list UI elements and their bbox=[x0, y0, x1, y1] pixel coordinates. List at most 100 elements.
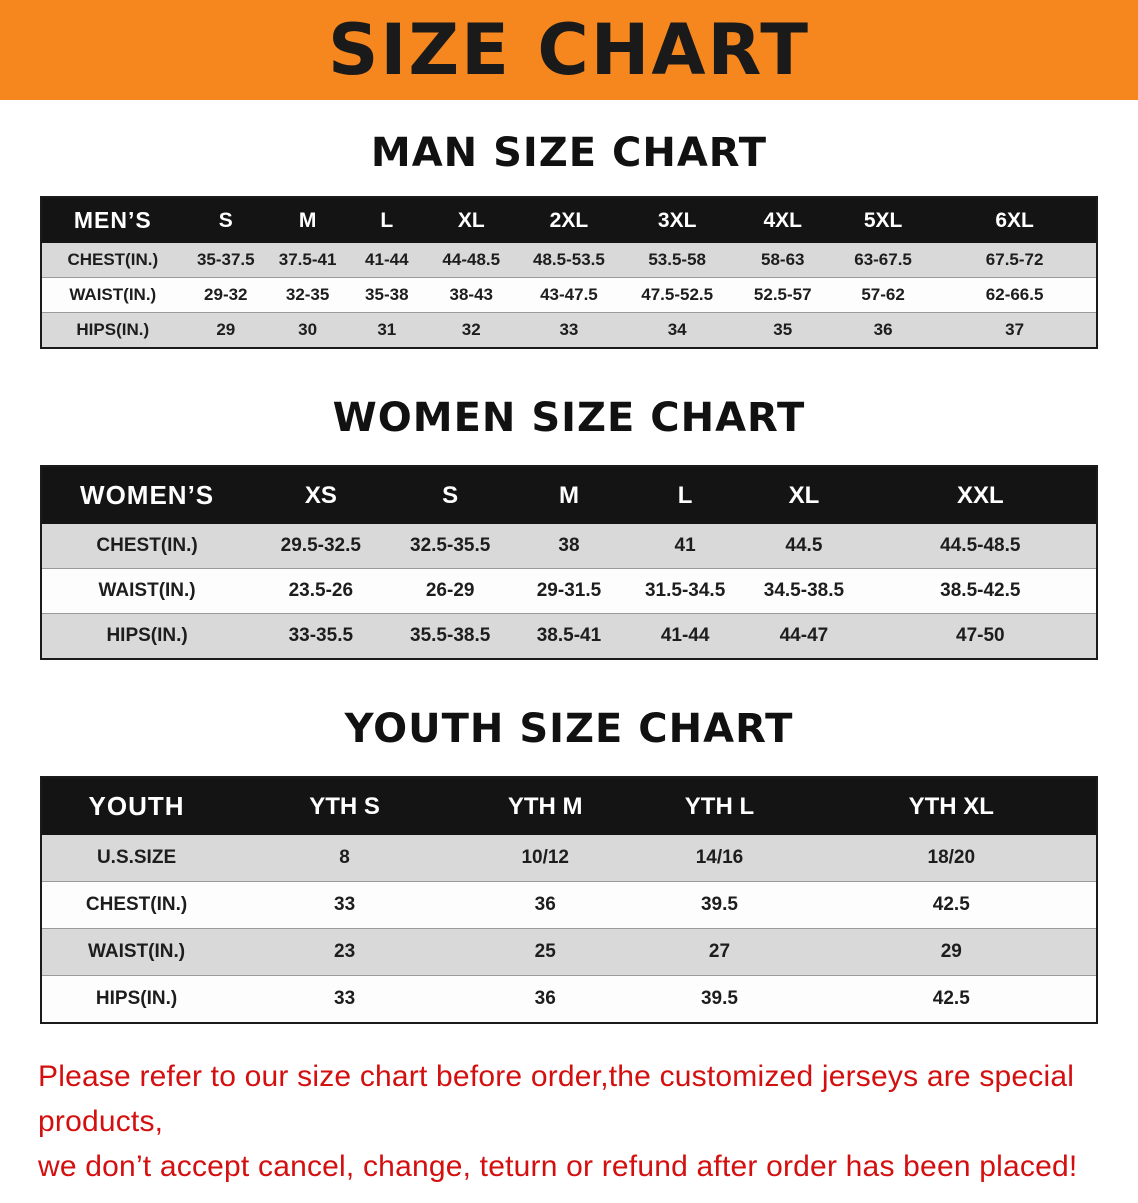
youth-section-heading: YOUTH SIZE CHART bbox=[344, 706, 794, 752]
table-row: HIPS(IN.) 29 30 31 32 33 34 35 36 37 bbox=[41, 312, 1097, 348]
size-value-cell: 36 bbox=[458, 975, 633, 1023]
size-column-header: XL bbox=[426, 197, 517, 243]
size-value-cell: 29-32 bbox=[183, 277, 269, 313]
table-row: HIPS(IN.) 33-35.5 35.5-38.5 38.5-41 41-44 44-… bbox=[41, 613, 1097, 659]
size-value-cell: 37.5-41 bbox=[268, 243, 348, 278]
size-value-cell: 62-66.5 bbox=[933, 277, 1097, 313]
size-value-cell: 53.5-58 bbox=[621, 243, 733, 278]
size-column-header: S bbox=[183, 197, 269, 243]
table-row: WAIST(IN.) 23.5-26 26-29 29-31.5 31.5-34.5 34… bbox=[41, 568, 1097, 614]
size-value-cell: 36 bbox=[832, 312, 934, 348]
women-section-heading: WOMEN SIZE CHART bbox=[332, 395, 806, 441]
measure-label-cell: CHEST(IN.) bbox=[41, 881, 232, 929]
size-value-cell: 38.5-41 bbox=[510, 613, 628, 659]
size-value-cell: 44-48.5 bbox=[426, 243, 517, 278]
size-column-header: M bbox=[268, 197, 348, 243]
size-value-cell: 47.5-52.5 bbox=[621, 277, 733, 313]
size-column-header: YTH M bbox=[458, 777, 633, 835]
size-value-cell: 29 bbox=[183, 312, 269, 348]
table-row: CHEST(IN.) 29.5-32.5 32.5-35.5 38 41 44.5 44.5… bbox=[41, 524, 1097, 569]
size-value-cell: 57-62 bbox=[832, 277, 934, 313]
size-value-cell: 35-37.5 bbox=[183, 243, 269, 278]
page-title: SIZE CHART bbox=[327, 9, 811, 91]
table-header-row: MEN’S S M L XL 2XL 3XL 4XL 5XL 6XL bbox=[41, 197, 1097, 243]
size-value-cell: 52.5-57 bbox=[732, 277, 833, 313]
size-value-cell: 32 bbox=[426, 312, 517, 348]
size-value-cell: 34.5-38.5 bbox=[743, 568, 865, 614]
men-size-table: MEN’S S M L XL 2XL 3XL 4XL 5XL 6XL CHEST(IN.) 35-37… bbox=[40, 196, 1098, 349]
size-value-cell: 41-44 bbox=[347, 243, 427, 278]
table-row: HIPS(IN.) 33 36 39.5 42.5 bbox=[41, 975, 1097, 1023]
table-row: U.S.SIZE 8 10/12 14/16 18/20 bbox=[41, 835, 1097, 882]
size-value-cell: 18/20 bbox=[806, 835, 1097, 882]
size-column-header: 6XL bbox=[933, 197, 1097, 243]
size-value-cell: 26-29 bbox=[389, 568, 511, 614]
size-value-cell: 27 bbox=[632, 928, 807, 976]
size-value-cell: 36 bbox=[458, 881, 633, 929]
size-value-cell: 41-44 bbox=[627, 613, 744, 659]
size-value-cell: 37 bbox=[933, 312, 1097, 348]
size-value-cell: 47-50 bbox=[864, 613, 1097, 659]
size-value-cell: 33 bbox=[231, 975, 459, 1023]
size-column-header: YTH S bbox=[231, 777, 459, 835]
table-row: WAIST(IN.) 29-32 32-35 35-38 38-43 43-47.5 47.… bbox=[41, 277, 1097, 313]
measure-label-cell: HIPS(IN.) bbox=[41, 312, 184, 348]
size-column-header: XL bbox=[743, 466, 865, 524]
size-value-cell: 44-47 bbox=[743, 613, 865, 659]
women-size-section: WOMEN SIZE CHART WOMEN’S XS S M L XL XXL CHEST(… bbox=[0, 395, 1138, 660]
size-value-cell: 34 bbox=[621, 312, 733, 348]
measure-label-cell: CHEST(IN.) bbox=[41, 524, 253, 569]
size-value-cell: 29-31.5 bbox=[510, 568, 628, 614]
size-value-cell: 29.5-32.5 bbox=[252, 524, 390, 569]
size-column-header: 4XL bbox=[732, 197, 833, 243]
disclaimer: Please refer to our size chart before or… bbox=[38, 1054, 1108, 1189]
table-header-row: YOUTH YTH S YTH M YTH L YTH XL bbox=[41, 777, 1097, 835]
table-title-cell: YOUTH bbox=[41, 777, 232, 835]
table-header-row: WOMEN’S XS S M L XL XXL bbox=[41, 466, 1097, 524]
size-column-header: XS bbox=[252, 466, 390, 524]
measure-label-cell: CHEST(IN.) bbox=[41, 243, 184, 278]
disclaimer-line-2: we don’t accept cancel, change, teturn o… bbox=[38, 1150, 1078, 1183]
size-value-cell: 31 bbox=[347, 312, 427, 348]
youth-size-section: YOUTH SIZE CHART YOUTH YTH S YTH M YTH L YTH… bbox=[0, 706, 1138, 1024]
size-column-header: XXL bbox=[864, 466, 1097, 524]
size-column-header: L bbox=[627, 466, 744, 524]
table-title-cell: WOMEN’S bbox=[41, 466, 253, 524]
size-value-cell: 35.5-38.5 bbox=[389, 613, 511, 659]
size-value-cell: 38-43 bbox=[426, 277, 517, 313]
measure-label-cell: HIPS(IN.) bbox=[41, 975, 232, 1023]
size-value-cell: 42.5 bbox=[806, 975, 1097, 1023]
size-value-cell: 67.5-72 bbox=[933, 243, 1097, 278]
size-value-cell: 39.5 bbox=[632, 975, 807, 1023]
size-value-cell: 33 bbox=[231, 881, 459, 929]
size-value-cell: 32.5-35.5 bbox=[389, 524, 511, 569]
measure-label-cell: U.S.SIZE bbox=[41, 835, 232, 882]
size-column-header: L bbox=[347, 197, 427, 243]
table-row: CHEST(IN.) 33 36 39.5 42.5 bbox=[41, 881, 1097, 929]
size-value-cell: 25 bbox=[458, 928, 633, 976]
measure-label-cell: WAIST(IN.) bbox=[41, 568, 253, 614]
size-value-cell: 63-67.5 bbox=[832, 243, 934, 278]
size-value-cell: 23 bbox=[231, 928, 459, 976]
size-column-header: 3XL bbox=[621, 197, 733, 243]
size-value-cell: 8 bbox=[231, 835, 459, 882]
youth-size-table: YOUTH YTH S YTH M YTH L YTH XL U.S.SIZE 8 10/12… bbox=[40, 776, 1098, 1024]
size-value-cell: 31.5-34.5 bbox=[627, 568, 744, 614]
table-title-cell: MEN’S bbox=[41, 197, 184, 243]
size-value-cell: 29 bbox=[806, 928, 1097, 976]
size-value-cell: 41 bbox=[627, 524, 744, 569]
size-value-cell: 23.5-26 bbox=[252, 568, 390, 614]
size-column-header: M bbox=[510, 466, 628, 524]
size-value-cell: 42.5 bbox=[806, 881, 1097, 929]
table-row: WAIST(IN.) 23 25 27 29 bbox=[41, 928, 1097, 976]
size-value-cell: 38 bbox=[510, 524, 628, 569]
size-value-cell: 14/16 bbox=[632, 835, 807, 882]
table-row: CHEST(IN.) 35-37.5 37.5-41 41-44 44-48.5 48.5… bbox=[41, 243, 1097, 278]
size-column-header: 5XL bbox=[832, 197, 934, 243]
title-banner: SIZE CHART bbox=[0, 0, 1138, 100]
women-size-table: WOMEN’S XS S M L XL XXL CHEST(IN.) 29.5-32.5 32.5… bbox=[40, 465, 1098, 660]
size-column-header: YTH XL bbox=[806, 777, 1097, 835]
size-value-cell: 35 bbox=[732, 312, 833, 348]
size-value-cell: 10/12 bbox=[458, 835, 633, 882]
